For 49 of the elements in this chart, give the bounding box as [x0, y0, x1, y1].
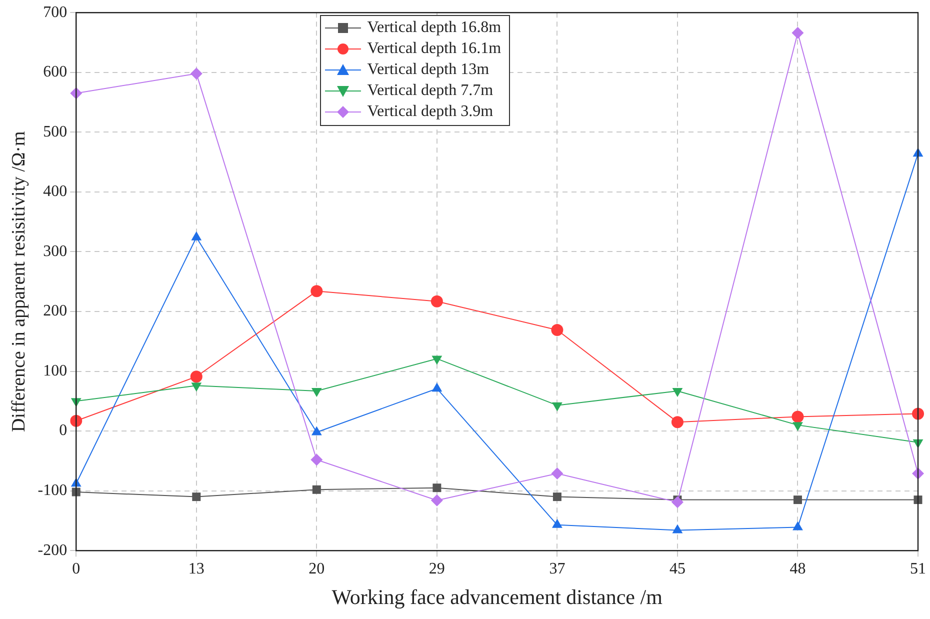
point [792, 422, 803, 432]
point [552, 402, 562, 412]
point [912, 408, 924, 420]
legend-label: Vertical depth 3.9m [367, 103, 494, 122]
point [671, 416, 684, 428]
x-tick-label: 48 [790, 560, 806, 578]
y-tick-label: 500 [43, 123, 68, 140]
y-tick-label: 0 [59, 422, 68, 440]
point [551, 324, 564, 336]
point [311, 388, 322, 397]
y-tick-label: -100 [38, 482, 68, 500]
legend-label: Vertical depth 7.7m [367, 82, 494, 100]
point [430, 295, 443, 308]
x-tick-label: 13 [188, 560, 204, 578]
point [671, 496, 684, 508]
point [310, 285, 323, 298]
y-tick-label: 100 [43, 362, 68, 380]
point [430, 494, 443, 506]
y-axis-title: Difference in apparent resisitivity /Ω·m [8, 130, 30, 432]
legend-label: Vertical depth 13m [367, 61, 490, 80]
point [190, 370, 202, 383]
x-tick-label: 51 [910, 560, 926, 578]
point [552, 492, 562, 502]
x-tick-label: 45 [669, 560, 686, 578]
point [432, 484, 442, 492]
x-axis-title: Working face advancement distance /m [332, 584, 662, 609]
point [192, 492, 201, 502]
point [432, 356, 442, 365]
point [792, 410, 804, 423]
point [551, 467, 564, 480]
x-tick-label: 0 [72, 560, 80, 578]
x-tick-label: 29 [428, 560, 445, 578]
point [312, 485, 321, 494]
y-tick-label: 600 [43, 64, 68, 81]
point [190, 68, 202, 80]
point [672, 388, 683, 397]
x-tick-label: 20 [308, 560, 325, 578]
point [792, 26, 804, 39]
point [793, 496, 802, 504]
y-tick-label: 300 [43, 242, 68, 260]
legend-label: Vertical depth 16.1m [367, 40, 502, 58]
point [310, 454, 323, 466]
y-tick-label: 700 [43, 4, 68, 21]
x-tick-label: 37 [549, 560, 566, 578]
y-tick-label: -200 [38, 542, 68, 559]
y-tick-label: 400 [43, 183, 68, 200]
legend-label: Vertical depth 16.8m [367, 19, 502, 38]
point [191, 382, 202, 392]
y-tick-label: 200 [43, 302, 68, 320]
